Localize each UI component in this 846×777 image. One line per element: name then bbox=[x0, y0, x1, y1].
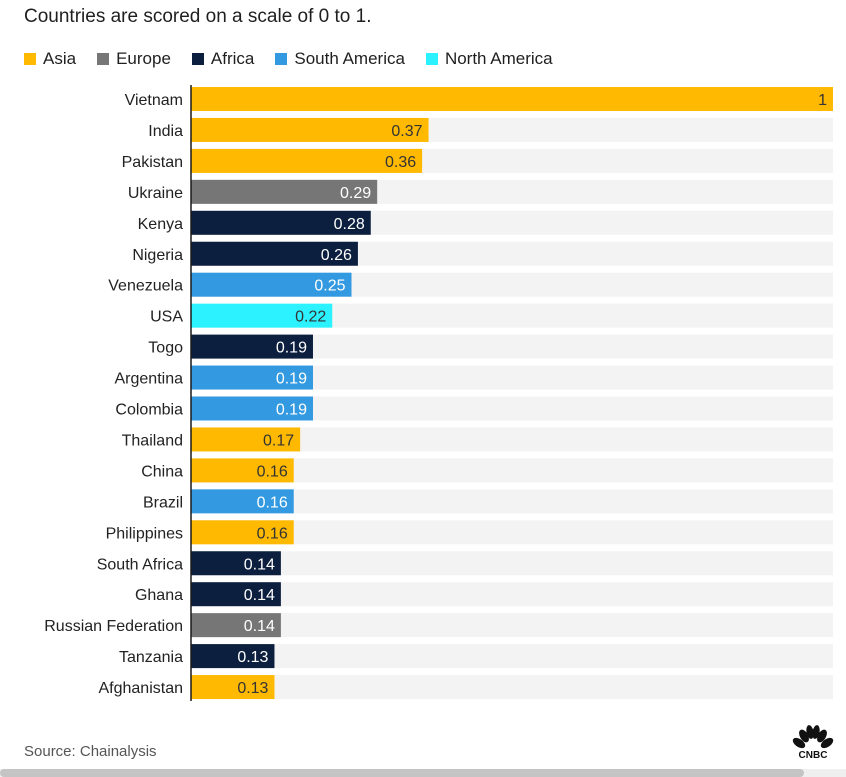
bar-vietnam bbox=[191, 87, 833, 111]
category-label: Togo bbox=[148, 340, 183, 357]
category-label: Thailand bbox=[122, 432, 183, 449]
bar-track bbox=[191, 675, 833, 700]
bar-usa bbox=[191, 303, 333, 328]
source-note: Source: Chainalysis bbox=[24, 743, 157, 760]
legend-swatch bbox=[425, 53, 438, 65]
value-label: 0.36 bbox=[385, 154, 416, 171]
bar-track bbox=[191, 458, 833, 483]
category-label: Tanzania bbox=[119, 649, 183, 666]
legend-swatch bbox=[24, 53, 36, 65]
legend: Asia Europe Africa South America North Ameri… bbox=[24, 49, 574, 69]
bar-ukraine bbox=[191, 179, 378, 204]
bar-philippines bbox=[191, 520, 294, 545]
bar-south-africa bbox=[191, 551, 281, 576]
legend-item-africa: Africa bbox=[191, 49, 255, 69]
bar-chart: Vietnam 1 India 0.37 Pakistan 0.36 Ukraine 0.29… bbox=[44, 85, 833, 702]
legend-item-asia: Asia bbox=[24, 49, 76, 69]
bar-track bbox=[191, 520, 833, 545]
value-label: 0.19 bbox=[276, 371, 307, 388]
bar-ghana bbox=[191, 582, 281, 607]
legend-item-europe: Europe bbox=[97, 49, 171, 69]
bar-thailand bbox=[191, 427, 301, 452]
category-label: Vietnam bbox=[125, 92, 183, 109]
value-label: 0.16 bbox=[257, 525, 288, 542]
bar-togo bbox=[191, 334, 313, 359]
category-label: Afghanistan bbox=[98, 680, 183, 697]
legend-item-north-america: North America bbox=[425, 49, 553, 69]
bar-track bbox=[191, 644, 833, 669]
legend-label: Africa bbox=[210, 49, 255, 68]
bar-track bbox=[191, 613, 833, 638]
value-label: 0.14 bbox=[244, 618, 275, 635]
bar-venezuela bbox=[191, 272, 352, 297]
value-label: 0.37 bbox=[391, 123, 422, 140]
category-label: Ghana bbox=[135, 587, 183, 604]
horizontal-scrollbar-thumb[interactable] bbox=[0, 769, 804, 777]
value-label: 0.26 bbox=[321, 247, 352, 264]
category-label: Ukraine bbox=[128, 185, 183, 202]
bar-brazil bbox=[191, 489, 294, 514]
legend-swatch bbox=[275, 53, 288, 65]
bar-argentina bbox=[191, 365, 313, 390]
cnbc-wordmark: CNBC bbox=[799, 750, 828, 759]
bar-tanzania bbox=[191, 644, 275, 669]
value-label: 0.14 bbox=[244, 587, 275, 604]
category-label: Russian Federation bbox=[44, 618, 183, 635]
bar-india bbox=[191, 117, 429, 142]
bar-afghanistan bbox=[191, 675, 275, 700]
value-label: 0.17 bbox=[263, 432, 294, 449]
category-label: China bbox=[141, 463, 183, 480]
category-label: Pakistan bbox=[122, 154, 183, 171]
value-label: 0.28 bbox=[334, 216, 365, 233]
value-label: 0.19 bbox=[276, 340, 307, 357]
legend-label: Asia bbox=[43, 49, 77, 68]
bar-track bbox=[191, 489, 833, 514]
value-label: 0.22 bbox=[295, 309, 326, 326]
category-label: Nigeria bbox=[132, 247, 183, 264]
bar-kenya bbox=[191, 210, 371, 235]
value-label: 0.16 bbox=[257, 494, 288, 511]
nbc-peacock-icon: CNBC bbox=[792, 725, 834, 761]
legend-item-south-america: South America bbox=[275, 49, 405, 69]
legend-label: North America bbox=[444, 49, 553, 68]
bar-track bbox=[191, 551, 833, 576]
bar-colombia bbox=[191, 396, 313, 421]
category-label: Colombia bbox=[115, 402, 183, 419]
value-label: 0.13 bbox=[237, 680, 268, 697]
legend-label: Europe bbox=[116, 49, 171, 68]
legend-label: South America bbox=[294, 49, 405, 68]
category-label: Venezuela bbox=[108, 278, 183, 295]
category-label: India bbox=[148, 123, 183, 140]
bar-china bbox=[191, 458, 294, 483]
value-label: 0.29 bbox=[340, 185, 371, 202]
value-label: 0.14 bbox=[244, 556, 275, 573]
category-label: USA bbox=[150, 309, 183, 326]
value-label: 0.19 bbox=[276, 402, 307, 419]
category-label: Kenya bbox=[138, 216, 183, 233]
legend-swatch bbox=[97, 53, 110, 65]
value-label: 0.13 bbox=[237, 649, 268, 666]
category-label: Brazil bbox=[143, 494, 183, 511]
cnbc-logo: CNBC bbox=[790, 725, 836, 764]
bar-pakistan bbox=[191, 148, 423, 173]
value-label: 0.25 bbox=[314, 278, 345, 295]
value-label: 1 bbox=[818, 92, 827, 109]
bar-nigeria bbox=[191, 241, 358, 266]
chart-subtitle: Countries are scored on a scale of 0 to … bbox=[24, 6, 372, 27]
category-label: South Africa bbox=[97, 556, 183, 573]
bar-track bbox=[191, 582, 833, 607]
category-label: Philippines bbox=[106, 525, 183, 542]
legend-swatch bbox=[191, 53, 204, 65]
bar-russian-federation bbox=[191, 613, 281, 638]
category-label: Argentina bbox=[115, 371, 184, 388]
value-label: 0.16 bbox=[257, 463, 288, 480]
